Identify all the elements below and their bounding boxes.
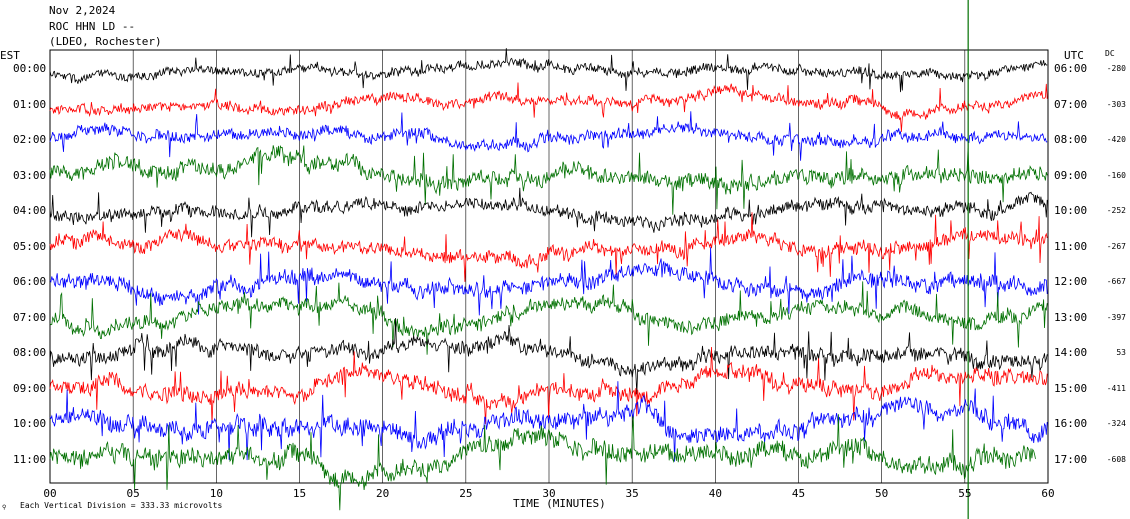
x-tick-60: 60 bbox=[1041, 487, 1054, 500]
est-hour-label: 04:00 bbox=[13, 204, 47, 217]
trace-1000 bbox=[49, 381, 1048, 462]
footer-mark: ⚲ bbox=[2, 504, 7, 511]
trace-0500 bbox=[49, 212, 1048, 282]
x-tick-10: 10 bbox=[210, 487, 223, 500]
est-hour-label: 03:00 bbox=[13, 168, 47, 182]
x-tick-05: 05 bbox=[127, 487, 140, 500]
utc-hour-label: 08:00 bbox=[1054, 133, 1088, 146]
dc-offset-value: -303 bbox=[1106, 99, 1126, 109]
est-hour-label: 01:00 bbox=[13, 97, 47, 111]
est-axis-label: EST bbox=[0, 49, 20, 62]
est-hour-label: 11:00 bbox=[13, 452, 47, 466]
est-hour-label: 10:00 bbox=[13, 417, 47, 430]
dc-offset-value: -411 bbox=[1106, 383, 1126, 393]
utc-hour-label: 16:00 bbox=[1054, 417, 1088, 430]
x-tick-35: 35 bbox=[626, 487, 639, 500]
x-tick-25: 25 bbox=[459, 487, 472, 500]
trace-0100 bbox=[49, 82, 1048, 132]
utc-axis-label: UTC bbox=[1064, 49, 1084, 62]
utc-hour-label: 15:00 bbox=[1054, 381, 1088, 395]
dc-offset-value: -267 bbox=[1106, 241, 1126, 251]
dc-offset-value: -420 bbox=[1106, 135, 1126, 144]
dc-offset-value: -608 bbox=[1106, 454, 1126, 464]
trace-0600 bbox=[49, 247, 1048, 316]
dc-offset-value: -280 bbox=[1106, 64, 1126, 73]
utc-hour-label: 11:00 bbox=[1054, 239, 1088, 253]
station-location: (LDEO, Rochester) bbox=[49, 35, 162, 48]
trace-0400 bbox=[49, 187, 1048, 238]
dc-offset-value: -160 bbox=[1106, 170, 1126, 180]
trace-0800 bbox=[49, 317, 1048, 395]
trace-0700 bbox=[49, 281, 1048, 355]
dc-offset-value: 53 bbox=[1116, 348, 1126, 357]
x-tick-50: 50 bbox=[875, 487, 888, 500]
x-tick-20: 20 bbox=[376, 487, 389, 500]
station-code: ROC HHN LD -- bbox=[49, 20, 136, 33]
est-hour-label: 07:00 bbox=[13, 310, 47, 324]
est-hour-label: 00:00 bbox=[13, 62, 47, 75]
trace-0000 bbox=[49, 48, 1048, 93]
trace-1100 bbox=[49, 414, 1036, 511]
est-hour-label: 02:00 bbox=[13, 133, 47, 146]
est-hour-label: 09:00 bbox=[13, 381, 47, 395]
dc-offset-value: -397 bbox=[1106, 312, 1126, 322]
est-hour-label: 05:00 bbox=[13, 239, 47, 253]
utc-hour-label: 07:00 bbox=[1054, 97, 1088, 111]
x-tick-15: 15 bbox=[293, 487, 306, 500]
dc-label: DC bbox=[1105, 49, 1115, 58]
x-tick-55: 55 bbox=[958, 487, 971, 500]
x-axis-title: TIME (MINUTES) bbox=[513, 497, 606, 510]
trace-0900 bbox=[49, 346, 1048, 425]
utc-hour-label: 06:00 bbox=[1054, 62, 1088, 75]
trace-0300 bbox=[49, 145, 1048, 215]
trace-0200 bbox=[49, 111, 1048, 161]
scale-note: Each Vertical Division = 333.33 microvol… bbox=[20, 501, 223, 510]
utc-hour-label: 09:00 bbox=[1054, 168, 1088, 182]
utc-hour-label: 14:00 bbox=[1054, 346, 1088, 359]
est-hour-label: 08:00 bbox=[13, 346, 47, 359]
est-hour-label: 06:00 bbox=[13, 275, 47, 288]
dc-offset-value: -324 bbox=[1106, 419, 1126, 428]
utc-hour-label: 12:00 bbox=[1054, 275, 1088, 288]
x-tick-00: 00 bbox=[43, 487, 56, 500]
utc-hour-label: 10:00 bbox=[1054, 204, 1088, 217]
plot-date: Nov 2,2024 bbox=[49, 4, 116, 17]
dc-offset-value: -252 bbox=[1106, 206, 1126, 215]
x-tick-40: 40 bbox=[709, 487, 722, 500]
utc-hour-label: 17:00 bbox=[1054, 452, 1088, 466]
x-tick-30: 30 bbox=[542, 487, 555, 500]
x-tick-45: 45 bbox=[792, 487, 805, 500]
dc-offset-value: -667 bbox=[1106, 277, 1126, 286]
utc-hour-label: 13:00 bbox=[1054, 310, 1088, 324]
